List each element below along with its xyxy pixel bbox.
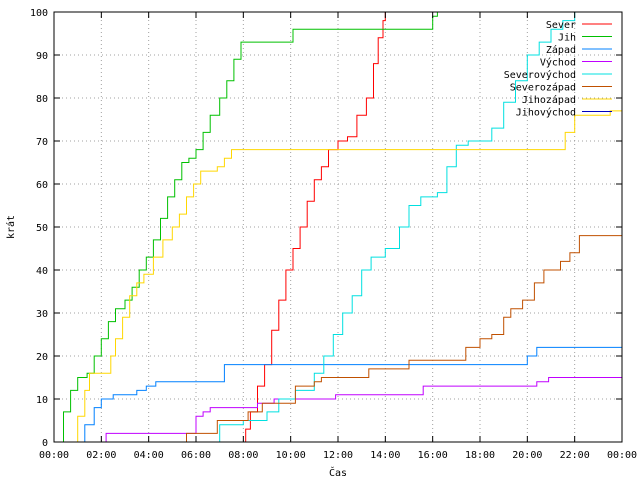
- series-line-0: [54, 12, 386, 443]
- x-tick-label: 06:00: [181, 450, 211, 461]
- x-tick-label: 16:00: [418, 450, 448, 461]
- y-tick-label: 60: [36, 180, 48, 191]
- y-tick-label: 30: [36, 309, 48, 320]
- y-tick-label: 70: [36, 137, 48, 148]
- series-line-5: [54, 235, 622, 443]
- x-tick-label: 02:00: [86, 450, 116, 461]
- x-tick-label: 00:00: [39, 450, 69, 461]
- legend-label: Jihozápad: [522, 94, 576, 106]
- y-tick-label: 80: [36, 94, 48, 105]
- x-axis-label: Čas: [329, 466, 347, 479]
- series-line-2: [54, 346, 622, 443]
- y-tick-label: 100: [30, 8, 48, 19]
- legend-label: Jihovýchod: [516, 107, 576, 119]
- legend-label: Severovýchod: [504, 69, 576, 81]
- x-tick-label: 10:00: [276, 450, 306, 461]
- x-tick-label: 18:00: [465, 450, 495, 461]
- legend-label: Severozápad: [510, 82, 576, 94]
- y-tick-label: 0: [42, 438, 48, 449]
- x-tick-label: 12:00: [323, 450, 353, 461]
- legend-label: Sever: [546, 20, 576, 31]
- x-tick-label: 20:00: [512, 450, 542, 461]
- x-tick-label: 00:00: [607, 450, 637, 461]
- series-line-1: [54, 12, 438, 443]
- axis-ticks: 0 10 20 30 40 50 60 70 80 90 100 00:00 02:00 04:00 06:…: [30, 8, 637, 461]
- y-tick-label: 50: [36, 223, 48, 234]
- y-tick-label: 20: [36, 352, 48, 363]
- series-line-6: [54, 89, 623, 443]
- x-tick-label: 04:00: [134, 450, 164, 461]
- y-tick-label: 90: [36, 51, 48, 62]
- legend: Sever JihZápadVýchodSeverovýchodSeverozáp…: [504, 20, 612, 119]
- x-tick-label: 08:00: [228, 450, 258, 461]
- legend-label: Jih: [558, 33, 576, 44]
- y-axis-label: krát: [5, 215, 17, 239]
- legend-label: Východ: [540, 57, 576, 69]
- y-tick-label: 10: [36, 395, 48, 406]
- x-tick-label: 22:00: [560, 450, 590, 461]
- legend-label: Západ: [546, 44, 576, 56]
- y-tick-label: 40: [36, 266, 48, 277]
- x-tick-label: 14:00: [370, 450, 400, 461]
- series-line-4: [54, 12, 576, 443]
